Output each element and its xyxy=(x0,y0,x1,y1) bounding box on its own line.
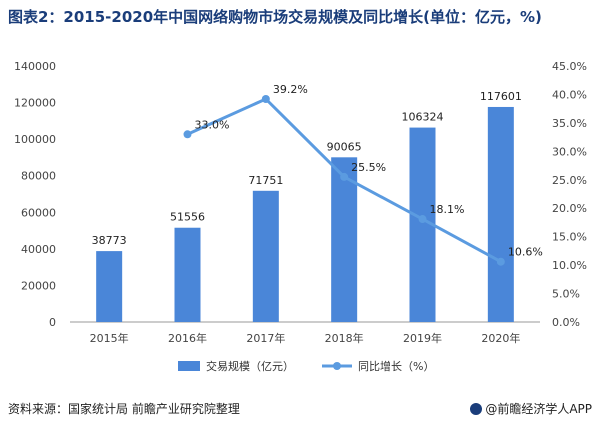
legend-bar-label: 交易规模（亿元） xyxy=(206,359,294,373)
brand-credit: @前瞻经济学人APP xyxy=(470,400,592,417)
source-note: 资料来源：国家统计局 前瞻产业研究院整理 xyxy=(8,402,240,416)
bar-value-label: 117601 xyxy=(480,90,522,103)
x-tick-label: 2020年 xyxy=(481,331,520,345)
y-tick-label: 40000 xyxy=(21,243,56,256)
brand-logo-icon xyxy=(470,403,483,415)
y-tick-label: 20000 xyxy=(21,279,56,292)
growth-value-label: 39.2% xyxy=(273,83,308,96)
growth-value-label: 33.0% xyxy=(195,118,230,131)
y-tick-label: 80000 xyxy=(21,170,56,183)
bar-value-label: 71751 xyxy=(248,174,283,187)
y2-tick-label: 10.0% xyxy=(552,259,587,272)
legend-line-label: 同比增长（%） xyxy=(358,359,434,373)
growth-point xyxy=(261,94,270,103)
growth-point xyxy=(340,172,349,181)
bar xyxy=(96,251,123,322)
x-tick-label: 2018年 xyxy=(325,331,364,345)
y-tick-label: 140000 xyxy=(14,60,56,73)
y2-tick-label: 35.0% xyxy=(552,117,587,130)
y2-tick-label: 5.0% xyxy=(552,288,580,301)
bar xyxy=(252,190,279,322)
y2-tick-label: 40.0% xyxy=(552,88,587,101)
growth-point xyxy=(183,130,192,139)
bar xyxy=(487,106,514,323)
bar-value-label: 51556 xyxy=(170,211,205,224)
y-tick-label: 120000 xyxy=(14,97,56,110)
bar xyxy=(174,227,201,322)
growth-point xyxy=(496,257,505,266)
growth-value-label: 10.6% xyxy=(508,246,543,259)
bar-value-label: 38773 xyxy=(92,234,127,247)
y-tick-label: 60000 xyxy=(21,206,56,219)
y2-tick-label: 30.0% xyxy=(552,145,587,158)
x-tick-label: 2019年 xyxy=(403,331,442,345)
y-tick-label: 0 xyxy=(49,316,56,329)
x-tick-label: 2017年 xyxy=(246,331,285,345)
growth-point xyxy=(418,215,427,224)
y2-tick-label: 0.0% xyxy=(552,316,580,329)
growth-value-label: 18.1% xyxy=(430,203,465,216)
legend-bar-swatch xyxy=(178,361,200,371)
y2-tick-label: 45.0% xyxy=(552,60,587,73)
bar-value-label: 106324 xyxy=(402,111,444,124)
legend-line-marker xyxy=(333,362,341,370)
x-tick-label: 2015年 xyxy=(90,331,129,345)
brand-text: @前瞻经济学人APP xyxy=(485,402,592,416)
y2-tick-label: 15.0% xyxy=(552,231,587,244)
y-tick-label: 100000 xyxy=(14,133,56,146)
bar xyxy=(331,157,358,322)
chart-title: 图表2：2015-2020年中国网络购物市场交易规模及同比增长(单位：亿元，%) xyxy=(8,8,542,26)
y2-tick-label: 25.0% xyxy=(552,174,587,187)
y2-tick-label: 20.0% xyxy=(552,202,587,215)
growth-value-label: 25.5% xyxy=(351,161,386,174)
x-tick-label: 2016年 xyxy=(168,331,207,345)
bar-value-label: 90065 xyxy=(327,140,362,153)
